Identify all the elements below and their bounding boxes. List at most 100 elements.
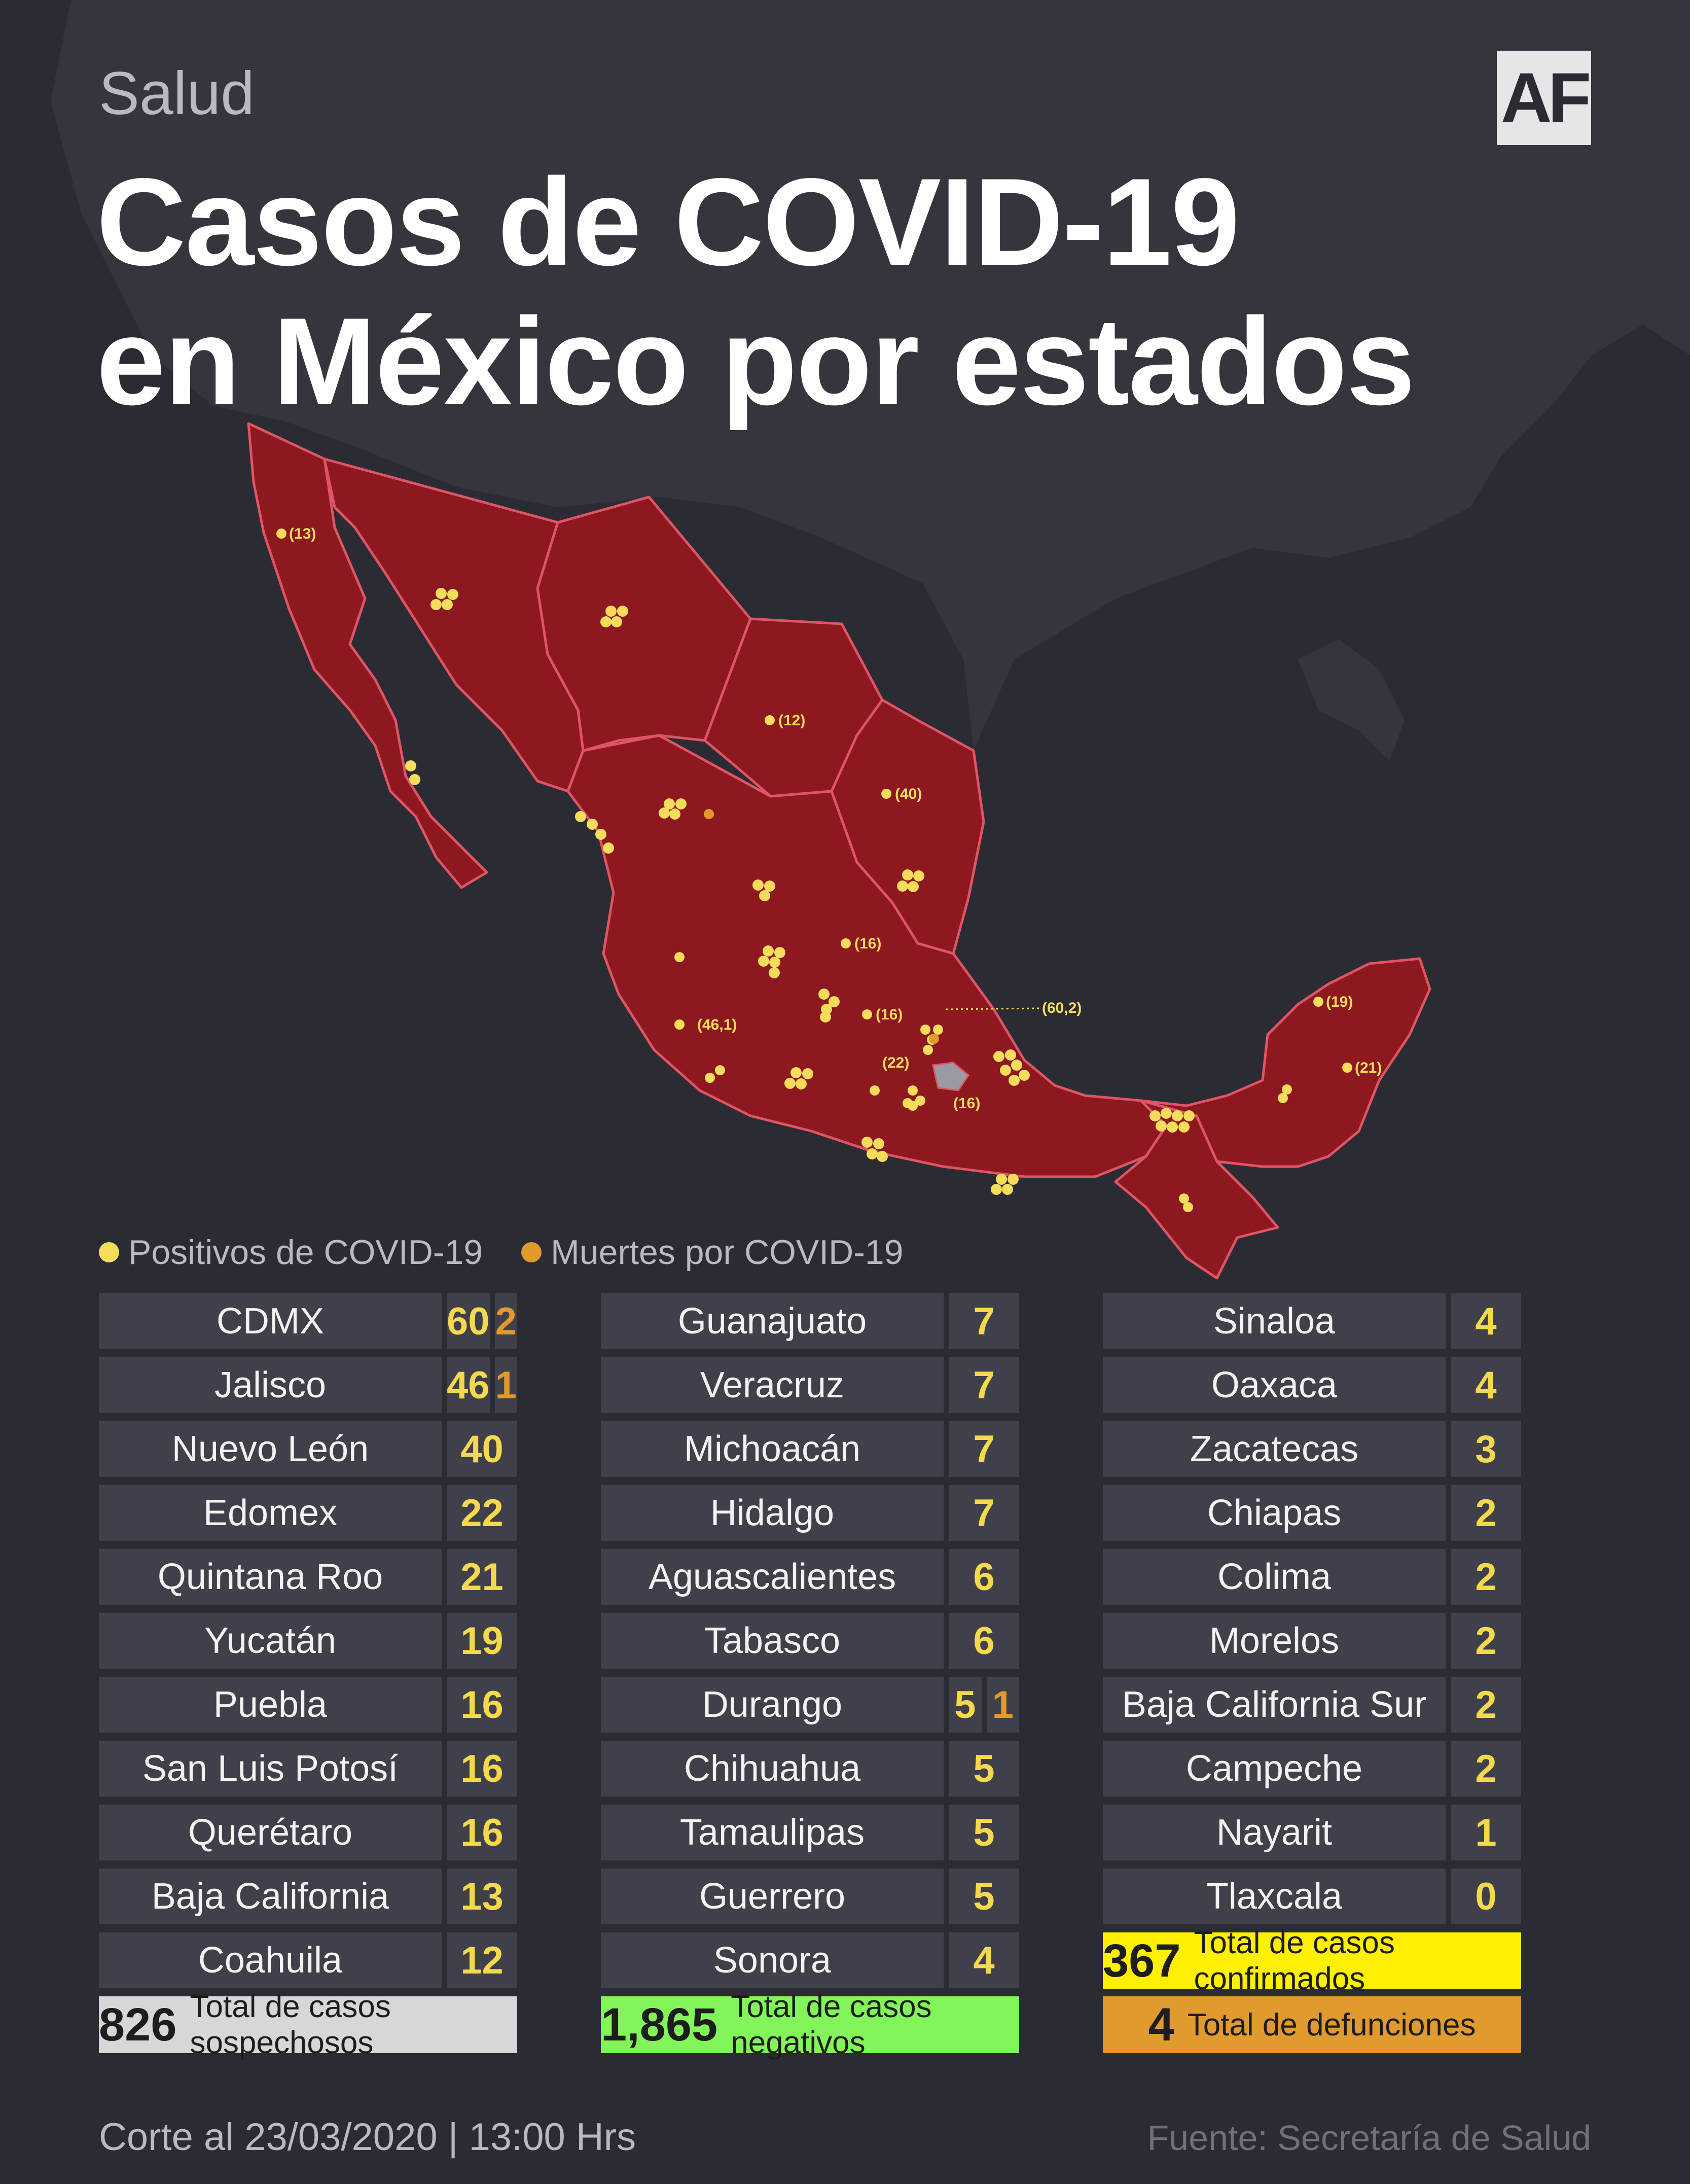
death-count: 1 [986,1677,1019,1733]
total-negative-label: Total de casos negativos [731,1989,932,2060]
state-name: Puebla [99,1677,442,1733]
total-suspected-box: 826 Total de casos sospechosos [99,1989,517,2060]
page-title: Casos de COVID-19 en México por estados [96,152,1415,431]
table-row: Sinaloa 4 [1103,1293,1521,1349]
state-name: Nuevo León [99,1421,442,1477]
table-row: Aguascalientes 6 [601,1549,1019,1605]
positive-count: 0 [1451,1869,1521,1924]
table-row: Baja California 13 [99,1869,517,1924]
table-row: San Luis Potosí 16 [99,1741,517,1796]
state-name: Guerrero [601,1869,944,1924]
state-name: Hidalgo [601,1485,944,1541]
table-row: Nuevo León 40 [99,1421,517,1477]
state-name: Colima [1103,1549,1446,1605]
table-row: Tamaulipas 5 [601,1805,1019,1860]
title-line-2: en México por estados [96,292,1415,431]
af-logo: AF [1497,51,1591,145]
positive-count: 2 [1451,1613,1521,1669]
legend-positive-label: Positivos de COVID-19 [128,1233,483,1272]
cutoff-date: Corte al 23/03/2020 | 13:00 Hrs [99,2116,636,2159]
death-count: 2 [494,1293,517,1349]
state-name: Quintana Roo [99,1549,442,1605]
death-count: 1 [494,1357,517,1413]
state-name: Veracruz [601,1357,944,1413]
death-dot-icon [521,1242,542,1262]
legend-death-label: Muertes por COVID-19 [551,1233,904,1272]
table-row: Guerrero 5 [601,1869,1019,1924]
state-name: Aguascalientes [601,1549,944,1605]
positive-count: 6 [949,1549,1019,1605]
table-row: Hidalgo 7 [601,1485,1019,1541]
positive-count: 2 [1451,1677,1521,1733]
state-name: Baja California [99,1869,442,1924]
table-row: Edomex 22 [99,1485,517,1541]
state-name: Durango [601,1677,944,1733]
cdmx-marker [932,1062,969,1091]
state-name: Coahuila [99,1932,442,1988]
table-row: Durango 5 1 [601,1677,1019,1733]
positive-case-dots [276,529,1352,1212]
table-row: Chiapas 2 [1103,1485,1521,1541]
total-suspected-value: 826 [99,1998,177,2051]
mexico-states [247,422,1431,1280]
total-suspected-label: Total de casos sospechosos [190,1989,391,2060]
positive-count: 21 [447,1549,517,1605]
state-name: Sonora [601,1932,944,1988]
state-name: Tamaulipas [601,1805,944,1860]
map-label-puebla: (16) [953,1095,980,1112]
positive-count: 40 [447,1421,517,1477]
state-name: Chihuahua [601,1741,944,1796]
map-label-san-luis-potosi: (16) [854,935,881,952]
table-row: Morelos 2 [1103,1613,1521,1669]
positive-count: 13 [447,1869,517,1924]
table-row: Quintana Roo 21 [99,1549,517,1605]
section-label: Salud [99,59,255,127]
positive-count: 5 [949,1677,982,1733]
positive-count: 7 [949,1421,1019,1477]
state-name: Chiapas [1103,1485,1446,1541]
state-name: Michoacán [601,1421,944,1477]
table-row: Guanajuato 7 [601,1293,1019,1349]
map-legend: Positivos de COVID-19 Muertes por COVID-… [99,1232,904,1272]
positive-count: 60 [447,1293,490,1349]
table-row: Coahuila 12 [99,1932,517,1988]
state-name: Querétaro [99,1805,442,1860]
state-name: Campeche [1103,1741,1446,1796]
positive-count: 16 [447,1805,517,1860]
positive-count: 3 [1451,1421,1521,1477]
positive-count: 19 [447,1613,517,1669]
map-label-cdmx: (60,2) [1042,1000,1082,1016]
positive-count: 2 [1451,1741,1521,1796]
table-row: Baja California Sur 2 [1103,1677,1521,1733]
positive-count: 2 [1451,1549,1521,1605]
map-label-baja-california: (13) [289,525,316,542]
death-dots [704,809,939,1044]
table-row: Querétaro 16 [99,1805,517,1860]
positive-count: 5 [949,1805,1019,1860]
state-name: Guanajuato [601,1293,944,1349]
positive-dot-icon [99,1242,119,1262]
positive-count: 1 [1451,1805,1521,1860]
positive-count: 4 [1451,1293,1521,1349]
map-label-jalisco: (46,1) [697,1016,737,1033]
table-row: Yucatán 19 [99,1613,517,1669]
positive-count: 2 [1451,1485,1521,1541]
total-negative-value: 1,865 [601,1998,718,2051]
state-name: Edomex [99,1485,442,1541]
table-column-3: Sinaloa 4 Oaxaca 4 Zacatecas 3 Chiapas 2 Col… [1103,1293,1521,1932]
table-row: Puebla 16 [99,1677,517,1733]
map-label-quintana-roo: (21) [1355,1060,1382,1076]
map-label-nuevo-leon: (40) [895,786,922,802]
table-row: Chihuahua 5 [601,1741,1019,1796]
positive-count: 7 [949,1357,1019,1413]
background-landmass [51,0,1690,761]
title-line-1: Casos de COVID-19 [96,152,1240,291]
state-name: Baja California Sur [1103,1677,1446,1733]
map-label-yucatan: (19) [1326,994,1353,1010]
map-label-queretaro: (16) [876,1006,903,1023]
positive-count: 16 [447,1677,517,1733]
positive-count: 46 [447,1357,490,1413]
positive-count: 5 [949,1869,1019,1924]
map-labels: (13) (12) (40) (16) (16) (60,2) (46,1) (… [289,525,1382,1112]
table-row: Campeche 2 [1103,1741,1521,1796]
